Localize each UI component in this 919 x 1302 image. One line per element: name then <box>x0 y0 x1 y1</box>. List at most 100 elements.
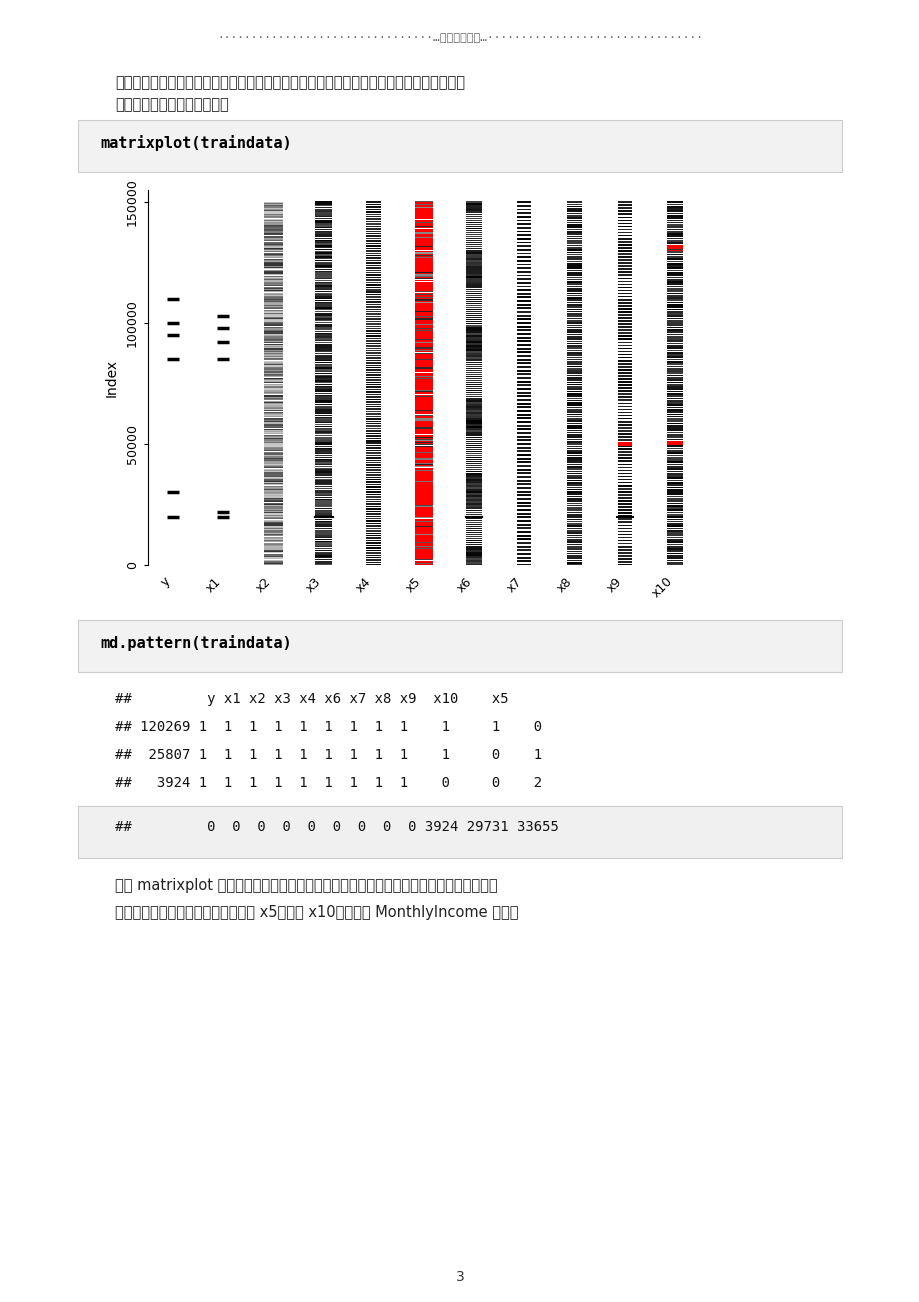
Bar <box>617 311 631 312</box>
Bar <box>666 557 682 559</box>
Bar <box>466 353 482 355</box>
Bar <box>617 479 631 480</box>
Bar <box>414 314 432 316</box>
Bar <box>366 411 381 413</box>
Bar <box>617 299 631 301</box>
Bar <box>314 562 332 564</box>
Bar <box>314 527 332 529</box>
Bar <box>466 410 482 411</box>
Bar <box>617 506 631 508</box>
Bar <box>366 508 381 509</box>
Bar <box>566 270 582 271</box>
Bar <box>466 290 482 292</box>
Bar <box>617 552 631 553</box>
Bar <box>666 411 682 413</box>
Bar <box>617 238 631 240</box>
Bar <box>366 206 381 208</box>
Bar <box>466 220 482 221</box>
Bar <box>414 538 432 539</box>
Bar <box>314 229 332 230</box>
Bar <box>566 443 582 445</box>
Bar <box>414 564 432 566</box>
Bar <box>466 414 482 415</box>
Bar <box>466 500 482 501</box>
Bar <box>566 211 582 212</box>
Bar <box>414 332 432 333</box>
Bar <box>466 301 482 302</box>
Bar <box>516 348 531 350</box>
Bar <box>516 208 531 211</box>
Bar <box>466 312 482 314</box>
Bar <box>666 555 682 557</box>
Bar <box>414 214 432 215</box>
Bar <box>366 465 381 466</box>
Bar <box>414 444 432 445</box>
Text: 缺失情况有一个直观的感受。: 缺失情况有一个直观的感受。 <box>115 98 229 112</box>
Bar <box>414 367 432 368</box>
Bar <box>666 493 682 495</box>
Bar <box>666 441 682 443</box>
Bar <box>314 380 332 381</box>
FancyBboxPatch shape <box>78 806 841 858</box>
Bar <box>314 484 332 486</box>
Bar <box>466 435 482 436</box>
Bar <box>414 306 432 307</box>
Bar <box>466 362 482 363</box>
Bar <box>566 251 582 253</box>
Bar <box>566 303 582 306</box>
Bar <box>366 474 381 475</box>
Bar <box>566 548 582 549</box>
Bar <box>617 214 631 215</box>
Bar <box>566 276 582 279</box>
Bar <box>414 466 432 467</box>
Bar <box>666 309 682 310</box>
Bar <box>566 357 582 358</box>
Bar <box>314 385 332 387</box>
Bar <box>516 432 531 434</box>
Bar <box>666 354 682 355</box>
Bar <box>466 549 482 552</box>
Bar <box>466 536 482 538</box>
Bar <box>414 435 432 436</box>
Bar <box>314 271 332 272</box>
Bar <box>566 350 582 352</box>
Bar <box>314 296 332 298</box>
Bar <box>566 381 582 383</box>
Bar <box>366 281 381 284</box>
Bar <box>414 358 432 359</box>
Bar <box>617 475 631 478</box>
Bar <box>617 396 631 398</box>
Bar <box>666 267 682 270</box>
Bar <box>666 266 682 267</box>
Bar <box>314 272 332 273</box>
Bar <box>314 294 332 296</box>
Bar <box>617 430 631 432</box>
Bar <box>366 208 381 210</box>
Bar <box>617 350 631 353</box>
Bar <box>414 552 432 553</box>
Bar <box>666 440 682 443</box>
Bar <box>414 236 432 237</box>
Bar <box>566 491 582 492</box>
Bar <box>366 333 381 335</box>
Bar <box>666 548 682 549</box>
Bar <box>516 535 531 536</box>
Bar <box>617 341 631 344</box>
Bar <box>314 214 332 216</box>
Bar <box>314 526 332 527</box>
Bar <box>414 232 432 234</box>
Bar <box>414 531 432 533</box>
Bar <box>414 362 432 363</box>
Bar <box>666 312 682 315</box>
Bar <box>414 275 432 276</box>
Bar <box>566 302 582 303</box>
Bar <box>414 210 432 211</box>
Bar <box>466 297 482 298</box>
Bar <box>516 275 531 276</box>
Bar <box>366 516 381 517</box>
Bar <box>666 491 682 493</box>
Bar <box>466 315 482 316</box>
Bar <box>566 372 582 374</box>
Bar <box>314 457 332 458</box>
Bar <box>414 348 432 349</box>
